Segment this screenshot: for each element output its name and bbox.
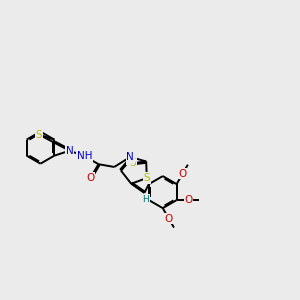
Text: O: O — [86, 173, 94, 183]
Text: N: N — [126, 152, 134, 162]
Text: S: S — [36, 130, 42, 140]
Text: O: O — [184, 195, 193, 205]
Text: N: N — [66, 146, 74, 156]
Text: NH: NH — [77, 151, 92, 161]
Text: H: H — [142, 195, 149, 204]
Text: S: S — [143, 173, 150, 183]
Text: O: O — [165, 214, 173, 224]
Text: S: S — [129, 158, 136, 168]
Text: O: O — [127, 154, 135, 164]
Text: O: O — [178, 169, 187, 179]
